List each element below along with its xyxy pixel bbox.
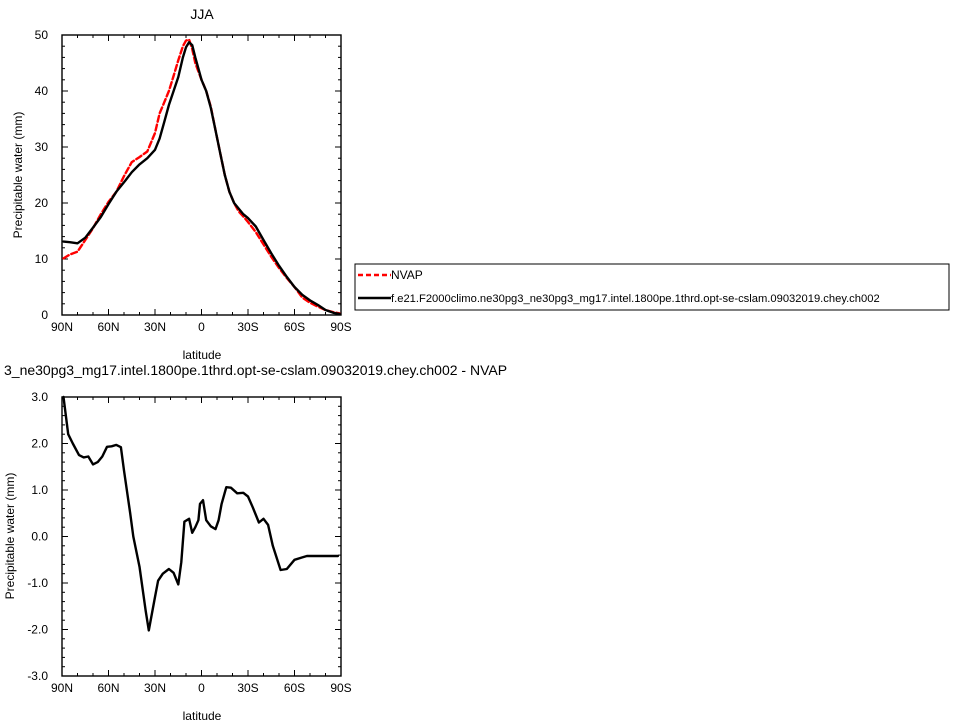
chart-1-x-axis-label: latitude <box>183 348 222 362</box>
chart-2-y-tick-label: -3.0 <box>27 669 48 683</box>
chart-2-series <box>62 395 340 632</box>
chart-2-y-axis-label: Precipitable water (mm) <box>3 473 17 600</box>
chart-2-plot-frame <box>61 396 342 677</box>
chart-1-x-tick-label: 30N <box>144 320 166 334</box>
chart-1-x-tick-label: 60N <box>97 320 119 334</box>
chart-2-y-tick-label: -2.0 <box>27 623 48 637</box>
chart-2: 3_ne30pg3_mg17.intel.1800pe.1thrd.opt-se… <box>3 362 507 723</box>
chart-1-x-tick-label: 90N <box>51 320 73 334</box>
chart-2-x-axis-label: latitude <box>183 709 222 723</box>
chart-1-y-tick-label: 20 <box>35 196 49 210</box>
chart-1-title: JJA <box>190 6 214 22</box>
chart-2-y-tick-label: 1.0 <box>31 483 48 497</box>
chart-2-x-tick-label: 30N <box>144 681 166 695</box>
chart-1: JJA 90N 60N 30N 0 30S 60S 90S 0 10 20 30 40 50 latit… <box>11 6 950 362</box>
chart-1-x-tick-label: 60S <box>284 320 305 334</box>
chart-2-title: 3_ne30pg3_mg17.intel.1800pe.1thrd.opt-se… <box>4 362 507 378</box>
chart-2-y-tick-label: -1.0 <box>27 576 48 590</box>
chart-1-x-tick-label: 0 <box>198 320 205 334</box>
chart-1-y-tick-label: 30 <box>35 140 49 154</box>
chart-2-x-tick-label: 60S <box>284 681 305 695</box>
chart-1-ticks: 90N 60N 30N 0 30S 60S 90S 0 10 20 30 40 50 <box>35 28 352 334</box>
chart-2-x-tick-label: 90S <box>330 681 351 695</box>
chart-1-x-tick-label: 90S <box>330 320 351 334</box>
chart-1-series-line-1 <box>62 41 341 316</box>
chart-2-y-tick-label: 3.0 <box>31 390 48 404</box>
chart-2-x-tick-label: 30S <box>237 681 258 695</box>
legend-label-model: f.e21.F2000climo.ne30pg3_ne30pg3_mg17.in… <box>391 293 880 305</box>
chart-1-y-tick-label: 10 <box>35 252 49 266</box>
chart-1-y-tick-label: 0 <box>41 308 48 322</box>
chart-2-series-line-0 <box>62 395 340 632</box>
chart-1-y-tick-label: 40 <box>35 84 49 98</box>
chart-2-x-tick-label: 60N <box>97 681 119 695</box>
chart-1-y-tick-label: 50 <box>35 28 49 42</box>
chart-2-x-tick-label: 90N <box>51 681 73 695</box>
legend-box <box>354 263 950 311</box>
chart-2-ticks: 90N 60N 30N 0 30S 60S 90S -3.0 -2.0 -1.0 0.0 1.0 2.0… <box>27 390 351 695</box>
chart-1-legend: NVAP f.e21.F2000climo.ne30pg3_ne30pg3_mg… <box>354 263 950 311</box>
chart-1-y-axis-label: Precipitable water (mm) <box>11 112 25 239</box>
chart-2-x-tick-label: 0 <box>198 681 205 695</box>
chart-1-series <box>62 38 341 316</box>
chart-1-x-tick-label: 30S <box>237 320 258 334</box>
legend-label-nvap: NVAP <box>391 268 423 282</box>
chart-2-y-tick-label: 2.0 <box>31 437 48 451</box>
chart-2-y-tick-label: 0.0 <box>31 530 48 544</box>
